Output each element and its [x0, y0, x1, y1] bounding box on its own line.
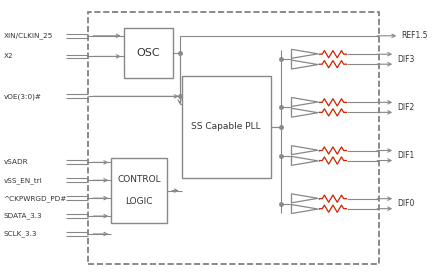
- Text: CONTROL: CONTROL: [118, 175, 161, 184]
- Text: REF1.5: REF1.5: [401, 31, 428, 40]
- Text: SS Capable PLL: SS Capable PLL: [191, 122, 261, 131]
- Text: LOGIC: LOGIC: [125, 197, 153, 206]
- Text: vOE(3:0)#: vOE(3:0)#: [3, 93, 41, 100]
- Text: DIF3: DIF3: [397, 55, 415, 64]
- Text: DIF2: DIF2: [397, 103, 414, 112]
- Text: SCLK_3.3: SCLK_3.3: [3, 230, 37, 237]
- Text: SDATA_3.3: SDATA_3.3: [3, 213, 42, 219]
- Bar: [89, 13, 378, 264]
- Bar: [111, 158, 167, 223]
- Text: vSS_EN_tri: vSS_EN_tri: [3, 177, 42, 184]
- Bar: [182, 76, 271, 178]
- Text: X2: X2: [3, 53, 13, 59]
- Text: XIN/CLKIN_25: XIN/CLKIN_25: [3, 33, 53, 39]
- Text: DIF0: DIF0: [397, 199, 415, 208]
- Text: ^CKPWRGD_PD#: ^CKPWRGD_PD#: [3, 195, 67, 202]
- Text: OSC: OSC: [137, 48, 160, 58]
- Text: DIF1: DIF1: [397, 151, 414, 160]
- Text: vSADR: vSADR: [3, 159, 28, 165]
- Bar: [124, 28, 173, 78]
